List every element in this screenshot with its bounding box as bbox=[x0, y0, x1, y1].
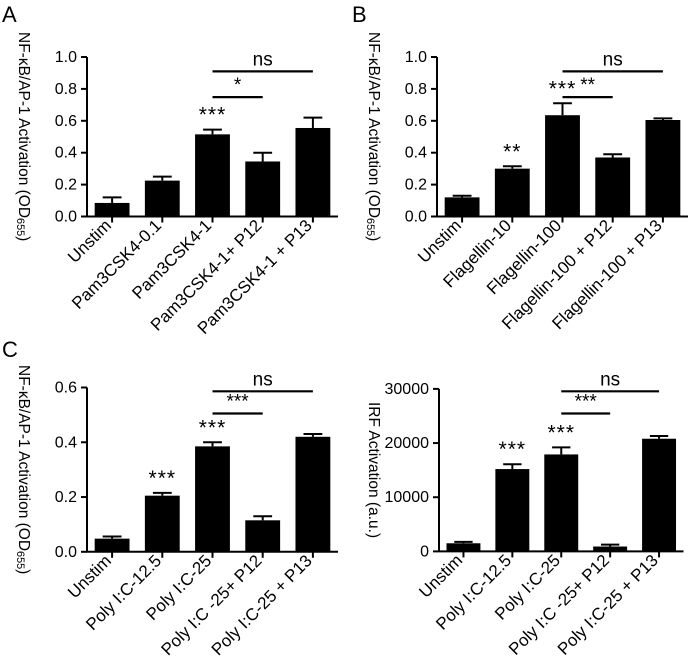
svg-text:***: *** bbox=[499, 438, 527, 461]
svg-text:1.0: 1.0 bbox=[55, 49, 77, 66]
svg-text:**: ** bbox=[503, 140, 521, 163]
svg-text:0.8: 0.8 bbox=[55, 81, 77, 98]
svg-text:NF-κB/AP-1 Activation (OD655): NF-κB/AP-1 Activation (OD655) bbox=[364, 32, 382, 241]
svg-text:***: *** bbox=[227, 392, 250, 413]
svg-text:Pam3CSK4-0.1: Pam3CSK4-0.1 bbox=[68, 216, 165, 313]
svg-text:ns: ns bbox=[603, 49, 623, 70]
svg-text:*: * bbox=[234, 75, 242, 96]
svg-text:0.6: 0.6 bbox=[55, 380, 77, 397]
svg-text:0.6: 0.6 bbox=[55, 113, 77, 130]
svg-text:0.8: 0.8 bbox=[405, 81, 427, 98]
svg-text:IRF Activation (a.u.): IRF Activation (a.u.) bbox=[365, 402, 382, 538]
svg-text:***: *** bbox=[547, 421, 575, 444]
svg-text:0.4: 0.4 bbox=[55, 434, 77, 451]
svg-text:ns: ns bbox=[253, 49, 273, 70]
svg-text:B: B bbox=[352, 2, 367, 27]
svg-text:ns: ns bbox=[600, 369, 620, 390]
svg-text:0.2: 0.2 bbox=[55, 177, 77, 194]
svg-text:0.0: 0.0 bbox=[405, 209, 427, 226]
svg-text:**: ** bbox=[580, 75, 595, 96]
svg-text:0.4: 0.4 bbox=[405, 145, 427, 162]
svg-text:A: A bbox=[2, 2, 17, 27]
svg-text:C: C bbox=[2, 337, 18, 362]
svg-text:0.0: 0.0 bbox=[55, 544, 77, 561]
svg-text:0: 0 bbox=[420, 543, 429, 560]
svg-text:0.2: 0.2 bbox=[405, 177, 427, 194]
svg-text:***: *** bbox=[199, 104, 227, 127]
svg-text:1.0: 1.0 bbox=[405, 49, 427, 66]
svg-text:NF-κB/AP-1 Activation (OD655): NF-κB/AP-1 Activation (OD655) bbox=[14, 365, 32, 574]
svg-text:10000: 10000 bbox=[385, 489, 430, 506]
svg-text:***: *** bbox=[199, 416, 227, 439]
svg-text:30000: 30000 bbox=[385, 381, 430, 398]
svg-text:0.4: 0.4 bbox=[55, 145, 77, 162]
svg-text:***: *** bbox=[575, 392, 598, 413]
svg-text:0.6: 0.6 bbox=[405, 113, 427, 130]
svg-text:NF-κB/AP-1 Activation (OD655): NF-κB/AP-1 Activation (OD655) bbox=[14, 32, 32, 241]
svg-text:ns: ns bbox=[253, 369, 273, 390]
svg-text:0.0: 0.0 bbox=[55, 209, 77, 226]
svg-text:***: *** bbox=[149, 467, 177, 490]
svg-text:0.2: 0.2 bbox=[55, 489, 77, 506]
svg-text:20000: 20000 bbox=[385, 435, 430, 452]
